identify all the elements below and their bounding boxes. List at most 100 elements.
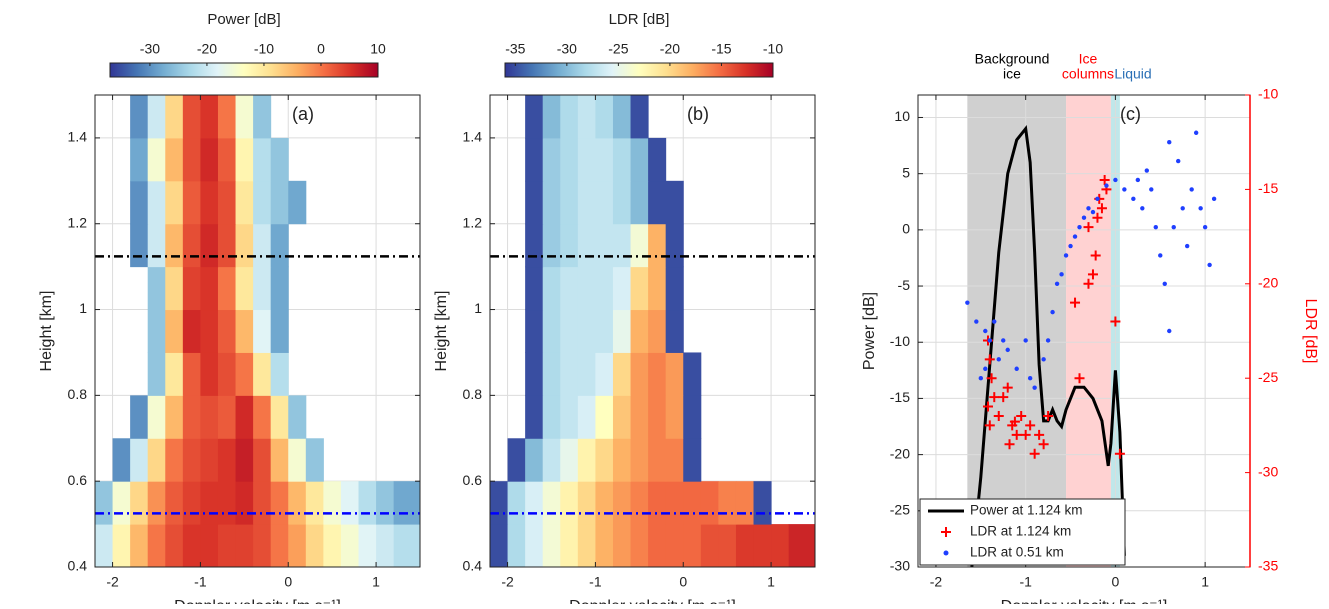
plus-marker	[1011, 429, 1022, 440]
heatmap-cell	[253, 395, 272, 439]
heatmap-cell	[182, 395, 201, 439]
y-tick-label: 0.8	[68, 386, 88, 402]
colorbar	[109, 62, 379, 78]
heatmap-cell	[235, 95, 254, 139]
dot-marker	[1135, 177, 1141, 183]
panel-label: (a)	[292, 104, 314, 124]
colorbar-tick-label: -15	[711, 41, 731, 57]
heatmap-cell	[165, 438, 184, 482]
heatmap-cell	[630, 524, 649, 568]
plus-marker	[1070, 297, 1081, 308]
heatmap-cell	[542, 524, 561, 568]
heatmap-cell	[253, 180, 272, 225]
heatmap-cell	[165, 352, 184, 396]
plus-marker	[1009, 416, 1020, 427]
heatmap-cell	[253, 223, 272, 268]
heatmap-cell	[147, 180, 166, 225]
heatmap	[490, 95, 816, 568]
heatmap-cell	[147, 524, 166, 568]
y-tick-label: 0.4	[68, 558, 88, 574]
heatmap-cell	[147, 481, 166, 525]
heatmap-cell	[235, 180, 254, 225]
heatmap-cell	[560, 180, 579, 225]
y2-tick-label: -20	[1258, 275, 1278, 291]
heatmap-cell	[235, 524, 254, 568]
legend-swatch	[943, 550, 949, 556]
heatmap-cell	[200, 395, 219, 439]
heatmap-cell	[147, 266, 166, 311]
colorbar-tick-label: -10	[763, 41, 783, 57]
heatmap-cell	[595, 266, 614, 311]
heatmap-cell	[235, 223, 254, 268]
plus-marker	[984, 354, 995, 365]
heatmap-cell	[182, 352, 201, 396]
heatmap-cell	[217, 266, 237, 311]
heatmap-cell	[182, 481, 201, 525]
colorbar-tick-label: 10	[370, 41, 386, 57]
heatmap-cell	[112, 438, 131, 482]
legend-label: Power at 1.124 km	[970, 503, 1083, 518]
heatmap-cell	[665, 438, 684, 482]
dot-marker	[1059, 272, 1064, 277]
heatmap-cell	[288, 524, 307, 568]
y-axis-label: Height [km]	[433, 291, 450, 372]
heatmap-cell	[648, 309, 667, 353]
y-tick-label: 1.2	[68, 214, 88, 230]
x-tick-label: -2	[501, 574, 514, 590]
heatmap-cell	[595, 352, 614, 396]
dot-marker	[1032, 385, 1037, 390]
heatmap-cell	[577, 352, 596, 396]
heatmap-cell	[577, 266, 596, 311]
heatmap-cell	[612, 524, 632, 568]
heatmap-cell	[542, 223, 561, 268]
heatmap-cell	[147, 352, 166, 396]
heatmap-cell	[393, 481, 421, 525]
plus-marker	[1043, 410, 1054, 421]
heatmap-cell	[753, 524, 772, 568]
heatmap-cell	[340, 481, 360, 525]
region-label: Background	[975, 51, 1050, 67]
dot-marker	[1086, 206, 1091, 211]
heatmap-cell	[612, 180, 632, 225]
heatmap-cell	[700, 524, 719, 568]
heatmap-cell	[182, 223, 201, 268]
heatmap-cell	[665, 395, 684, 439]
dot-marker	[1189, 187, 1194, 192]
y-tick-label: 10	[894, 108, 910, 124]
heatmap-cell	[595, 395, 614, 439]
plus-marker	[1083, 222, 1094, 233]
heatmap-cell	[182, 95, 201, 139]
heatmap-cell	[253, 137, 272, 182]
colorbar-tick-label: -20	[660, 41, 680, 57]
heatmap-cell	[165, 266, 184, 311]
heatmap-cell	[577, 524, 596, 568]
region	[1066, 95, 1111, 567]
heatmap-cell	[542, 395, 561, 439]
dot-marker	[983, 328, 988, 334]
heatmap-cell	[270, 266, 289, 311]
y-tick-label: -30	[890, 558, 910, 574]
heatmap-cell	[217, 481, 237, 525]
plus-marker	[1083, 278, 1094, 289]
heatmap-cell	[95, 481, 114, 525]
heatmap-cell	[288, 438, 307, 482]
heatmap-cell	[270, 352, 289, 396]
heatmap-cell	[577, 180, 596, 225]
heatmap-cell	[683, 524, 702, 568]
x-tick-label: 1	[372, 574, 380, 590]
y-tick-label: 1	[474, 300, 482, 316]
plus-marker	[1090, 250, 1101, 261]
heatmap-cell	[630, 180, 649, 225]
heatmap-cell	[630, 266, 649, 311]
y-tick-label: -20	[890, 445, 910, 461]
heatmap-cell	[771, 524, 790, 568]
heatmap-cell	[376, 481, 395, 525]
dot-marker	[1077, 224, 1082, 230]
heatmap-cell	[525, 481, 544, 525]
plus-marker	[1025, 420, 1036, 431]
heatmap-cell	[130, 481, 149, 525]
heatmap-cell	[560, 223, 579, 268]
dot-marker	[1162, 281, 1167, 286]
heatmap-cell	[165, 95, 184, 139]
dot-marker	[965, 300, 970, 305]
